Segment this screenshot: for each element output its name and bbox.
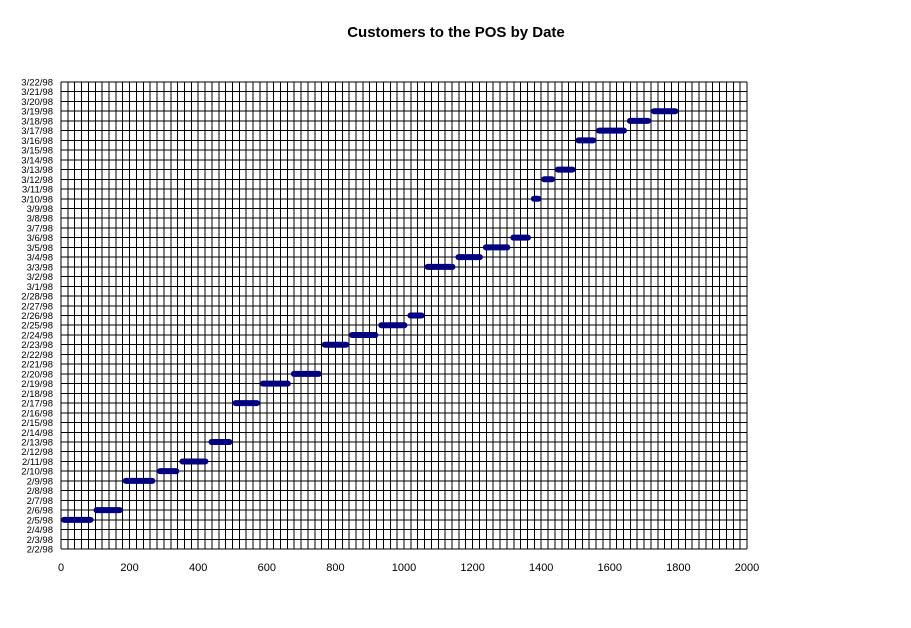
y-tick-label: 3/3/98: [27, 262, 53, 273]
y-tick-label: 2/8/98: [27, 486, 53, 497]
y-tick-label: 3/20/98: [21, 97, 53, 108]
range-bar: [541, 176, 555, 183]
range-bar: [232, 400, 260, 407]
range-bar: [424, 263, 456, 270]
y-tick-label: 2/28/98: [21, 292, 53, 303]
x-tick-label: 400: [189, 562, 207, 574]
range-bar: [321, 341, 350, 348]
y-tick-label: 2/7/98: [27, 496, 53, 507]
y-tick-label: 2/20/98: [21, 369, 53, 380]
y-tick-label: 3/2/98: [27, 272, 53, 283]
y-tick-label: 3/12/98: [21, 175, 53, 186]
y-tick-label: 3/4/98: [27, 253, 53, 264]
y-tick-label: 2/13/98: [21, 437, 53, 448]
y-tick-label: 3/22/98: [21, 78, 53, 89]
y-tick-label: 3/18/98: [21, 116, 53, 127]
y-tick-label: 3/21/98: [21, 87, 53, 98]
x-tick-label: 1000: [392, 562, 416, 574]
y-tick-label: 2/25/98: [21, 321, 53, 332]
x-tick-label: 600: [258, 562, 276, 574]
y-tick-label: 2/14/98: [21, 428, 53, 439]
range-bar: [626, 117, 651, 124]
y-tick-label: 2/16/98: [21, 408, 53, 419]
y-tick-label: 2/24/98: [21, 330, 53, 341]
x-tick-label: 200: [120, 562, 138, 574]
y-tick-label: 2/2/98: [27, 545, 53, 556]
y-tick-label: 2/17/98: [21, 399, 53, 410]
y-tick-label: 3/15/98: [21, 146, 53, 157]
range-bar: [349, 331, 379, 338]
y-tick-label: 2/9/98: [27, 476, 53, 487]
y-tick-label: 3/14/98: [21, 155, 53, 166]
range-bar: [93, 507, 123, 514]
y-axis-tick-labels: 2/2/982/3/982/4/982/5/982/6/982/7/982/8/…: [21, 78, 53, 556]
y-tick-label: 2/19/98: [21, 379, 53, 390]
bars: [61, 108, 679, 523]
y-tick-label: 3/16/98: [21, 136, 53, 147]
y-tick-label: 3/9/98: [27, 204, 53, 215]
y-tick-label: 2/21/98: [21, 360, 53, 371]
y-tick-label: 3/5/98: [27, 243, 53, 254]
y-tick-label: 2/26/98: [21, 311, 53, 322]
range-bar: [575, 137, 597, 144]
y-tick-label: 3/8/98: [27, 214, 53, 225]
y-tick-label: 3/6/98: [27, 233, 53, 244]
x-tick-label: 800: [326, 562, 344, 574]
y-tick-label: 2/12/98: [21, 447, 53, 458]
range-bar: [482, 244, 511, 251]
y-tick-label: 2/22/98: [21, 350, 53, 361]
chart-title: Customers to the POS by Date: [347, 24, 565, 41]
y-tick-label: 3/13/98: [21, 165, 53, 176]
y-tick-label: 3/1/98: [27, 282, 53, 293]
range-bar: [208, 438, 233, 445]
range-bar: [554, 166, 576, 173]
range-bar: [61, 516, 94, 523]
x-tick-label: 1800: [666, 562, 690, 574]
y-tick-label: 3/11/98: [22, 185, 53, 196]
range-bar: [157, 468, 180, 475]
y-tick-label: 3/10/98: [21, 194, 53, 205]
y-tick-label: 2/6/98: [27, 506, 53, 517]
range-bar: [407, 312, 425, 319]
x-tick-label: 1400: [529, 562, 553, 574]
y-tick-label: 2/4/98: [27, 525, 53, 536]
y-tick-label: 2/11/98: [22, 457, 53, 468]
range-bar: [259, 380, 291, 387]
y-tick-label: 2/18/98: [21, 389, 53, 400]
range-bar: [290, 370, 322, 377]
y-tick-label: 2/27/98: [21, 301, 53, 312]
x-tick-label: 0: [58, 562, 64, 574]
range-bar: [122, 477, 156, 484]
range-bar: [179, 458, 209, 465]
gridlines: [60, 81, 748, 550]
x-axis-tick-labels: 0 200 400 600 800 1000 1200 1400 1600 1800 2000: [58, 562, 759, 574]
x-tick-label: 2000: [735, 562, 759, 574]
range-bar: [455, 254, 483, 261]
y-tick-label: 2/5/98: [27, 515, 53, 526]
range-bar: [530, 195, 542, 202]
y-tick-label: 3/17/98: [21, 126, 53, 137]
range-bar: [596, 127, 627, 134]
y-tick-label: 2/23/98: [21, 340, 53, 351]
range-bar: [650, 108, 679, 115]
y-tick-label: 2/15/98: [21, 418, 53, 429]
y-tick-label: 3/7/98: [27, 223, 53, 234]
y-tick-label: 3/19/98: [21, 107, 53, 118]
y-tick-label: 2/10/98: [21, 467, 53, 478]
x-tick-label: 1600: [598, 562, 622, 574]
x-tick-label: 1200: [460, 562, 484, 574]
range-bar: [510, 234, 531, 241]
range-bar: [378, 322, 408, 329]
y-tick-label: 2/3/98: [27, 535, 53, 546]
